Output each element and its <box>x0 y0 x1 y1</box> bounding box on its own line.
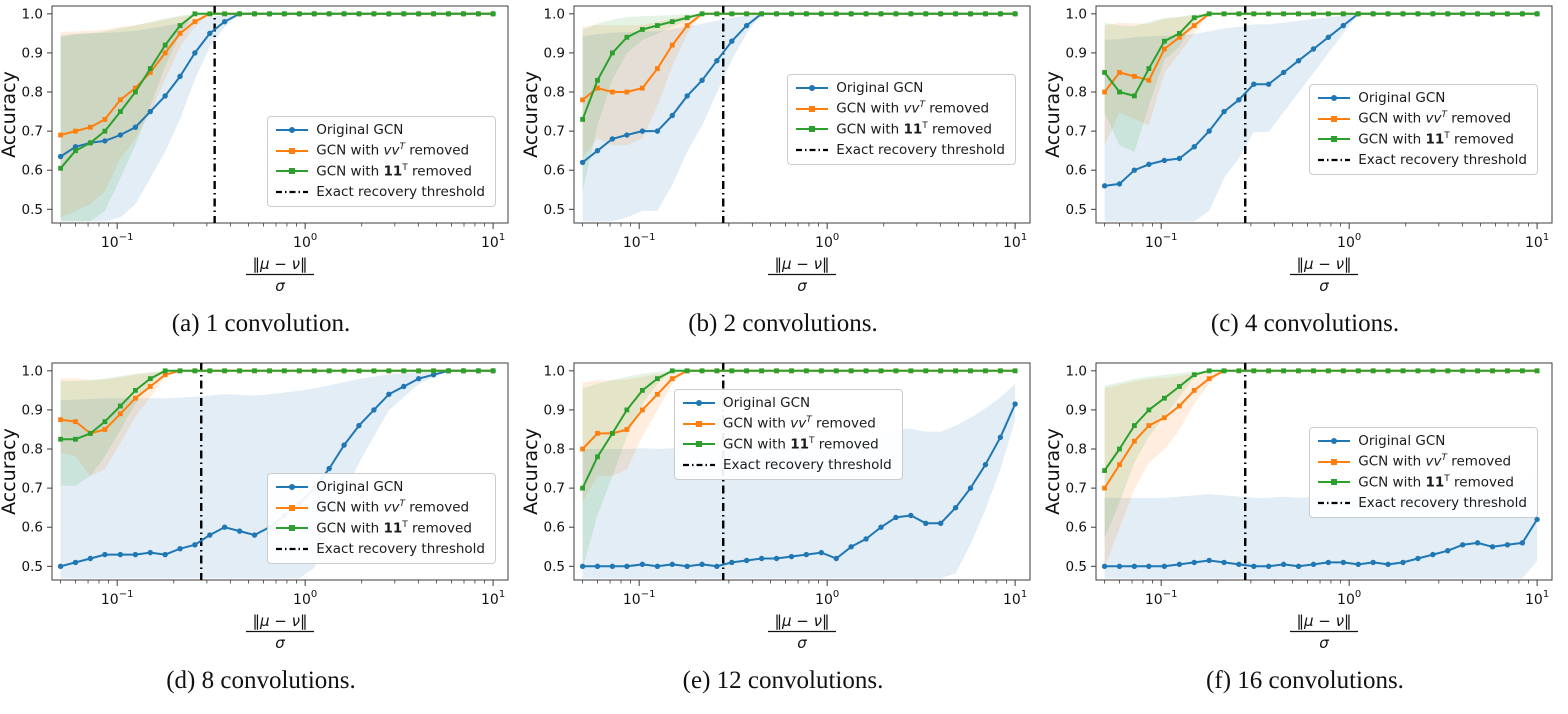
svg-text:‖μ − ν‖: ‖μ − ν‖ <box>252 255 307 273</box>
svg-text:100: 100 <box>1337 589 1361 608</box>
svg-text:100: 100 <box>293 589 317 608</box>
subplot-caption: (e) 12 convolutions. <box>682 667 884 694</box>
plot-area: 0.5 0.6 0.7 0.8 0.9 1.0 10−1 100 101 Accuracy ‖μ −… <box>1044 0 1566 295</box>
subplot-caption: (b) 2 convolutions. <box>688 310 878 337</box>
subplot-b: 0.5 0.6 0.7 0.8 0.9 1.0 10−1 100 101 Accuracy ‖μ −… <box>522 0 1044 357</box>
svg-text:1.0: 1.0 <box>544 363 565 379</box>
svg-text:0.8: 0.8 <box>1066 442 1087 458</box>
svg-text:10−1: 10−1 <box>1145 232 1178 251</box>
svg-text:1.0: 1.0 <box>1066 6 1087 22</box>
subplot-caption: (d) 8 convolutions. <box>166 667 356 694</box>
svg-text:101: 101 <box>1003 589 1027 608</box>
svg-text:10−1: 10−1 <box>623 232 656 251</box>
svg-text:0.7: 0.7 <box>22 481 43 497</box>
svg-text:101: 101 <box>1525 589 1549 608</box>
svg-text:1.0: 1.0 <box>22 6 43 22</box>
svg-text:0.5: 0.5 <box>1066 202 1087 218</box>
svg-text:0.9: 0.9 <box>1066 45 1087 61</box>
svg-text:100: 100 <box>1337 232 1361 251</box>
subplot-d: 0.5 0.6 0.7 0.8 0.9 1.0 10−1 100 101 Accuracy ‖μ −… <box>0 357 522 714</box>
subplot-f: 0.5 0.6 0.7 0.8 0.9 1.0 10−1 100 101 Accuracy ‖μ −… <box>1044 357 1566 714</box>
svg-text:0.9: 0.9 <box>22 45 43 61</box>
svg-text:0.8: 0.8 <box>22 85 43 101</box>
svg-text:0.9: 0.9 <box>544 45 565 61</box>
svg-text:101: 101 <box>1525 232 1549 251</box>
line-chart: 0.5 0.6 0.7 0.8 0.9 1.0 10−1 100 101 Accuracy ‖μ −… <box>0 5 509 295</box>
svg-text:0.6: 0.6 <box>544 163 565 179</box>
svg-text:Accuracy: Accuracy <box>1044 428 1064 515</box>
svg-text:0.7: 0.7 <box>544 481 565 497</box>
svg-text:σ: σ <box>275 277 285 295</box>
subplot-caption: (a) 1 convolution. <box>171 310 351 337</box>
svg-text:100: 100 <box>815 232 839 251</box>
subplot-c: 0.5 0.6 0.7 0.8 0.9 1.0 10−1 100 101 Accuracy ‖μ −… <box>1044 0 1566 357</box>
plot-area: 0.5 0.6 0.7 0.8 0.9 1.0 10−1 100 101 Accuracy ‖μ −… <box>522 357 1044 652</box>
svg-text:0.5: 0.5 <box>544 559 565 575</box>
svg-text:σ: σ <box>1319 634 1329 652</box>
svg-text:0.9: 0.9 <box>544 402 565 418</box>
svg-text:0.7: 0.7 <box>1066 124 1087 140</box>
svg-text:Accuracy: Accuracy <box>0 428 20 515</box>
plot-area: 0.5 0.6 0.7 0.8 0.9 1.0 10−1 100 101 Accuracy ‖μ −… <box>0 357 522 652</box>
svg-text:0.9: 0.9 <box>1066 402 1087 418</box>
svg-text:0.6: 0.6 <box>1066 520 1087 536</box>
svg-text:Accuracy: Accuracy <box>1044 71 1064 158</box>
svg-text:10−1: 10−1 <box>101 232 134 251</box>
svg-text:Accuracy: Accuracy <box>0 71 20 158</box>
svg-text:10−1: 10−1 <box>101 589 134 608</box>
svg-text:σ: σ <box>1319 277 1329 295</box>
subplot-caption: (f) 16 convolutions. <box>1206 667 1404 694</box>
subplot-e: 0.5 0.6 0.7 0.8 0.9 1.0 10−1 100 101 Accuracy ‖μ −… <box>522 357 1044 714</box>
svg-text:‖μ − ν‖: ‖μ − ν‖ <box>252 612 307 630</box>
line-chart: 0.5 0.6 0.7 0.8 0.9 1.0 10−1 100 101 Accuracy ‖μ −… <box>522 5 1031 295</box>
svg-text:1.0: 1.0 <box>544 6 565 22</box>
svg-text:1.0: 1.0 <box>1066 363 1087 379</box>
svg-text:‖μ − ν‖: ‖μ − ν‖ <box>774 612 829 630</box>
svg-text:σ: σ <box>797 277 807 295</box>
svg-text:‖μ − ν‖: ‖μ − ν‖ <box>774 255 829 273</box>
svg-text:0.7: 0.7 <box>1066 481 1087 497</box>
plot-area: 0.5 0.6 0.7 0.8 0.9 1.0 10−1 100 101 Accuracy ‖μ −… <box>1044 357 1566 652</box>
svg-text:100: 100 <box>815 589 839 608</box>
svg-text:0.5: 0.5 <box>22 559 43 575</box>
svg-text:0.6: 0.6 <box>544 520 565 536</box>
svg-text:0.6: 0.6 <box>1066 163 1087 179</box>
svg-text:101: 101 <box>481 589 505 608</box>
plot-area: 0.5 0.6 0.7 0.8 0.9 1.0 10−1 100 101 Accuracy ‖μ −… <box>522 0 1044 295</box>
svg-text:0.5: 0.5 <box>22 202 43 218</box>
svg-text:0.8: 0.8 <box>544 85 565 101</box>
line-chart: 0.5 0.6 0.7 0.8 0.9 1.0 10−1 100 101 Accuracy ‖μ −… <box>0 362 509 652</box>
svg-text:σ: σ <box>275 634 285 652</box>
svg-text:0.7: 0.7 <box>22 124 43 140</box>
line-chart: 0.5 0.6 0.7 0.8 0.9 1.0 10−1 100 101 Accuracy ‖μ −… <box>1044 5 1553 295</box>
svg-text:0.5: 0.5 <box>1066 559 1087 575</box>
svg-text:‖μ − ν‖: ‖μ − ν‖ <box>1296 612 1351 630</box>
line-chart: 0.5 0.6 0.7 0.8 0.9 1.0 10−1 100 101 Accuracy ‖μ −… <box>1044 362 1553 652</box>
svg-text:‖μ − ν‖: ‖μ − ν‖ <box>1296 255 1351 273</box>
svg-text:Accuracy: Accuracy <box>522 71 542 158</box>
svg-text:0.8: 0.8 <box>1066 85 1087 101</box>
svg-text:σ: σ <box>797 634 807 652</box>
subplot-caption: (c) 4 convolutions. <box>1210 310 1400 337</box>
subplot-a: 0.5 0.6 0.7 0.8 0.9 1.0 10−1 100 101 Accuracy ‖μ −… <box>0 0 522 357</box>
svg-text:1.0: 1.0 <box>22 363 43 379</box>
plot-area: 0.5 0.6 0.7 0.8 0.9 1.0 10−1 100 101 Accuracy ‖μ −… <box>0 0 522 295</box>
svg-text:10−1: 10−1 <box>623 589 656 608</box>
svg-text:0.6: 0.6 <box>22 163 43 179</box>
svg-text:10−1: 10−1 <box>1145 589 1178 608</box>
svg-text:0.8: 0.8 <box>544 442 565 458</box>
svg-text:101: 101 <box>481 232 505 251</box>
svg-text:100: 100 <box>293 232 317 251</box>
svg-text:Accuracy: Accuracy <box>522 428 542 515</box>
line-chart: 0.5 0.6 0.7 0.8 0.9 1.0 10−1 100 101 Accuracy ‖μ −… <box>522 362 1031 652</box>
svg-text:101: 101 <box>1003 232 1027 251</box>
svg-text:0.9: 0.9 <box>22 402 43 418</box>
svg-text:0.6: 0.6 <box>22 520 43 536</box>
svg-text:0.8: 0.8 <box>22 442 43 458</box>
svg-text:0.5: 0.5 <box>544 202 565 218</box>
svg-text:0.7: 0.7 <box>544 124 565 140</box>
